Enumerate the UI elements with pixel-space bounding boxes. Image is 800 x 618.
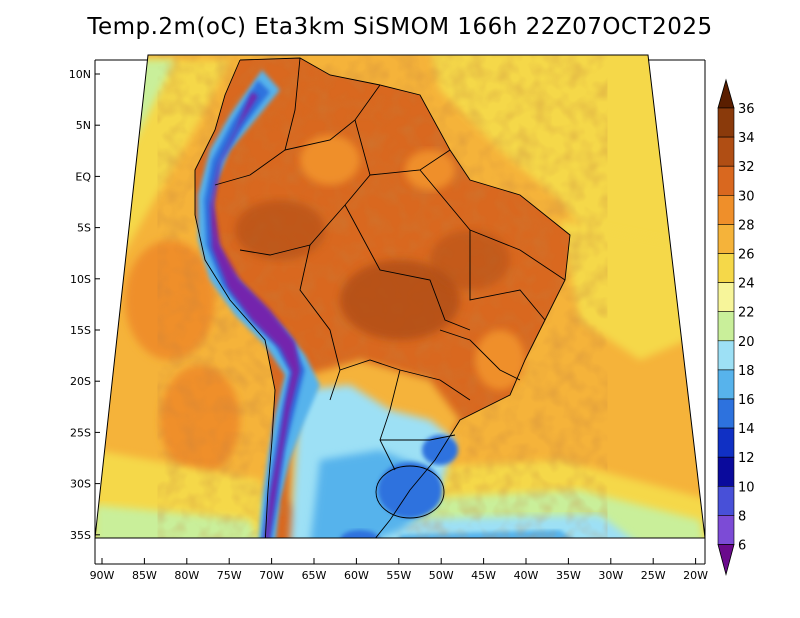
colorbar-label: 18 [738, 364, 755, 379]
colorbar-segment [717, 165, 735, 196]
longitude-axis: 90W 85W 80W 75W 70W 65W 60W 55W 50W 45W 40W 35W 30W 2… [90, 558, 708, 582]
longitude-tick-label: 85W [132, 569, 157, 582]
colorbar-segment [717, 311, 735, 342]
longitude-tick-label: 40W [514, 569, 539, 582]
latitude-tick-label: 25S [70, 426, 91, 439]
colorbar-label: 26 [738, 248, 755, 263]
latitude-tick-label: 30S [70, 478, 91, 491]
map-field [95, 55, 705, 538]
latitude-tick-label: EQ [75, 170, 91, 183]
longitude-tick-label: 55W [386, 569, 411, 582]
colorbar-segment [717, 427, 735, 458]
colorbar-segment [717, 485, 735, 516]
latitude-tick-label: 35S [70, 529, 91, 542]
colorbar-segment [717, 340, 735, 371]
colorbar-segment [717, 369, 735, 400]
colorbar-segment [717, 456, 735, 487]
colorbar-segment [717, 136, 735, 167]
colorbar-label: 28 [738, 218, 755, 233]
latitude-tick-label: 5S [77, 222, 91, 235]
latitude-axis: 10N 5N EQ 5S 10S 15S 20S 25S 30S 35S [69, 68, 100, 542]
longitude-tick-label: 50W [429, 569, 454, 582]
colorbar-label: 16 [738, 393, 755, 408]
colorbar-segment [717, 195, 735, 225]
colorbar-label: 20 [738, 335, 755, 350]
longitude-tick-label: 35W [556, 569, 581, 582]
colorbar-label: 6 [738, 539, 746, 554]
longitude-tick-label: 30W [598, 569, 623, 582]
latitude-tick-label: 5N [76, 119, 91, 132]
longitude-tick-label: 20W [683, 569, 708, 582]
latitude-tick-label: 15S [70, 324, 91, 337]
latitude-tick-label: 10S [70, 273, 91, 286]
colorbar-label: 14 [738, 422, 755, 437]
longitude-tick-label: 25W [641, 569, 666, 582]
latitude-tick-label: 10N [69, 68, 91, 81]
colorbar-bottom-arrow [717, 544, 735, 577]
colorbar-label: 32 [738, 160, 755, 175]
colorbar-top-arrow [717, 78, 735, 109]
colorbar-label: 30 [738, 189, 755, 204]
colorbar-label: 12 [738, 451, 755, 466]
longitude-tick-label: 60W [344, 569, 369, 582]
latitude-tick-label: 20S [70, 375, 91, 388]
colorbar-label: 22 [738, 306, 755, 321]
map-title: Temp.2m(oC) Eta3km SiSMOM 166h 22Z07OCT2… [87, 14, 713, 40]
colorbar-segment [717, 398, 735, 429]
longitude-tick-label: 70W [259, 569, 284, 582]
colorbar-label: 10 [738, 480, 755, 495]
colorbar-label: 34 [738, 131, 755, 146]
colorbar-label: 36 [738, 102, 755, 117]
longitude-tick-label: 45W [471, 569, 496, 582]
colorbar-segment [717, 515, 735, 545]
colorbar-segment [717, 224, 735, 254]
temperature-colorbar: 36 34 32 30 28 26 24 22 20 18 16 14 12 10 8 6 [717, 78, 755, 577]
colorbar-label: 8 [738, 509, 746, 524]
longitude-tick-label: 75W [217, 569, 242, 582]
longitude-tick-label: 90W [90, 569, 115, 582]
colorbar-segment [717, 253, 735, 283]
longitude-tick-label: 80W [174, 569, 199, 582]
longitude-tick-label: 65W [302, 569, 327, 582]
colorbar-label: 24 [738, 277, 755, 292]
country-borders [194, 57, 571, 538]
colorbar-segment [717, 107, 735, 138]
colorbar-segment [717, 282, 735, 313]
